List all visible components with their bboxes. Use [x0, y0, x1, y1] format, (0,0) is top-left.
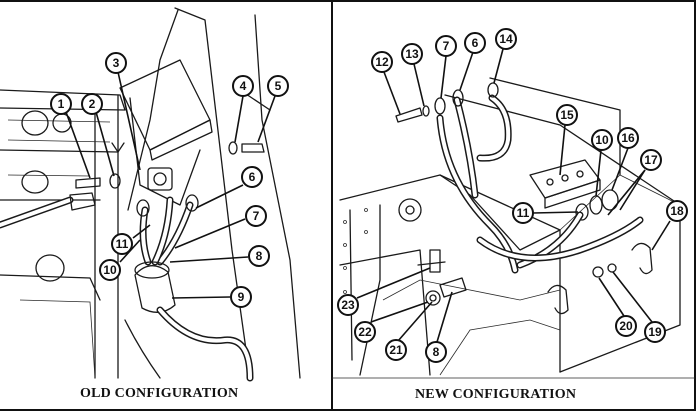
- svg-text:16: 16: [621, 131, 635, 145]
- callout-23: 23: [337, 294, 359, 316]
- callout-7: 7: [435, 35, 457, 57]
- callout-10: 10: [99, 259, 121, 281]
- callout-13: 13: [401, 43, 423, 65]
- svg-text:14: 14: [499, 32, 513, 46]
- callout-19: 19: [644, 321, 666, 343]
- callout-18: 18: [666, 200, 688, 222]
- svg-text:7: 7: [443, 39, 450, 53]
- callout-6: 6: [241, 166, 263, 188]
- svg-text:6: 6: [249, 170, 256, 184]
- svg-text:11: 11: [517, 206, 530, 220]
- callout-1: 1: [50, 93, 72, 115]
- callout-17: 17: [640, 149, 662, 171]
- svg-text:17: 17: [644, 153, 658, 167]
- svg-text:5: 5: [275, 79, 282, 93]
- callout-11: 11: [512, 202, 534, 224]
- svg-text:10: 10: [595, 133, 609, 147]
- callout-7: 7: [245, 205, 267, 227]
- old-configuration-drawing: [0, 7, 301, 382]
- svg-text:11: 11: [116, 237, 129, 251]
- callout-10: 10: [591, 129, 613, 151]
- svg-text:7: 7: [253, 209, 260, 223]
- callout-22: 22: [354, 321, 376, 343]
- callout-16: 16: [617, 127, 639, 149]
- callout-9: 9: [230, 286, 252, 308]
- svg-text:1: 1: [58, 97, 65, 111]
- new-callouts: 12 13 7 6 14 15 10 16 17 18 11 23 22 21 …: [337, 28, 688, 363]
- svg-text:22: 22: [358, 325, 372, 339]
- callout-8: 8: [425, 341, 447, 363]
- callout-20: 20: [615, 315, 637, 337]
- svg-text:8: 8: [433, 345, 440, 359]
- callout-21: 21: [385, 339, 407, 361]
- svg-text:12: 12: [375, 55, 389, 69]
- callout-15: 15: [556, 104, 578, 126]
- svg-text:18: 18: [670, 204, 684, 218]
- callout-4: 4: [232, 75, 254, 97]
- callout-6: 6: [464, 32, 486, 54]
- svg-text:23: 23: [341, 298, 355, 312]
- new-configuration-caption: NEW CONFIGURATION: [415, 387, 577, 402]
- svg-text:9: 9: [238, 290, 245, 304]
- svg-text:20: 20: [619, 319, 633, 333]
- svg-text:13: 13: [405, 47, 419, 61]
- callout-12: 12: [371, 51, 393, 73]
- svg-text:3: 3: [113, 56, 120, 70]
- svg-text:8: 8: [256, 249, 263, 263]
- old-callouts: 1 2 3 4 5 6 7 8 9 10 11: [50, 52, 289, 308]
- callout-8: 8: [248, 245, 270, 267]
- svg-text:2: 2: [89, 97, 96, 111]
- callout-11: 11: [111, 233, 133, 255]
- callout-5: 5: [267, 75, 289, 97]
- old-configuration-caption: OLD CONFIGURATION: [80, 386, 239, 401]
- callout-2: 2: [81, 93, 103, 115]
- callout-3: 3: [105, 52, 127, 74]
- svg-text:19: 19: [648, 325, 662, 339]
- svg-text:4: 4: [240, 79, 247, 93]
- svg-text:15: 15: [560, 108, 574, 122]
- svg-text:6: 6: [472, 36, 479, 50]
- svg-text:10: 10: [103, 263, 117, 277]
- callout-14: 14: [495, 28, 517, 50]
- svg-text:21: 21: [389, 343, 403, 357]
